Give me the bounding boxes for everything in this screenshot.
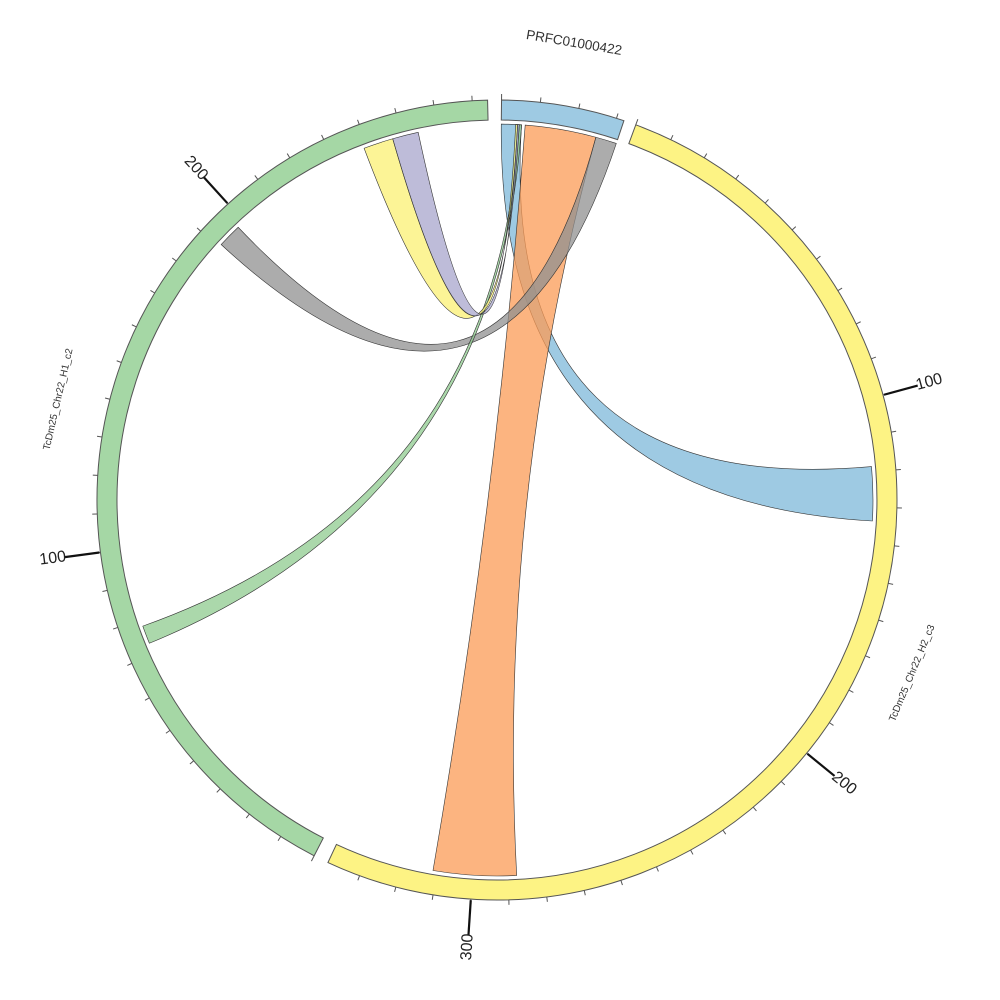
svg-text:300: 300 xyxy=(458,933,477,961)
svg-text:100: 100 xyxy=(38,548,67,568)
